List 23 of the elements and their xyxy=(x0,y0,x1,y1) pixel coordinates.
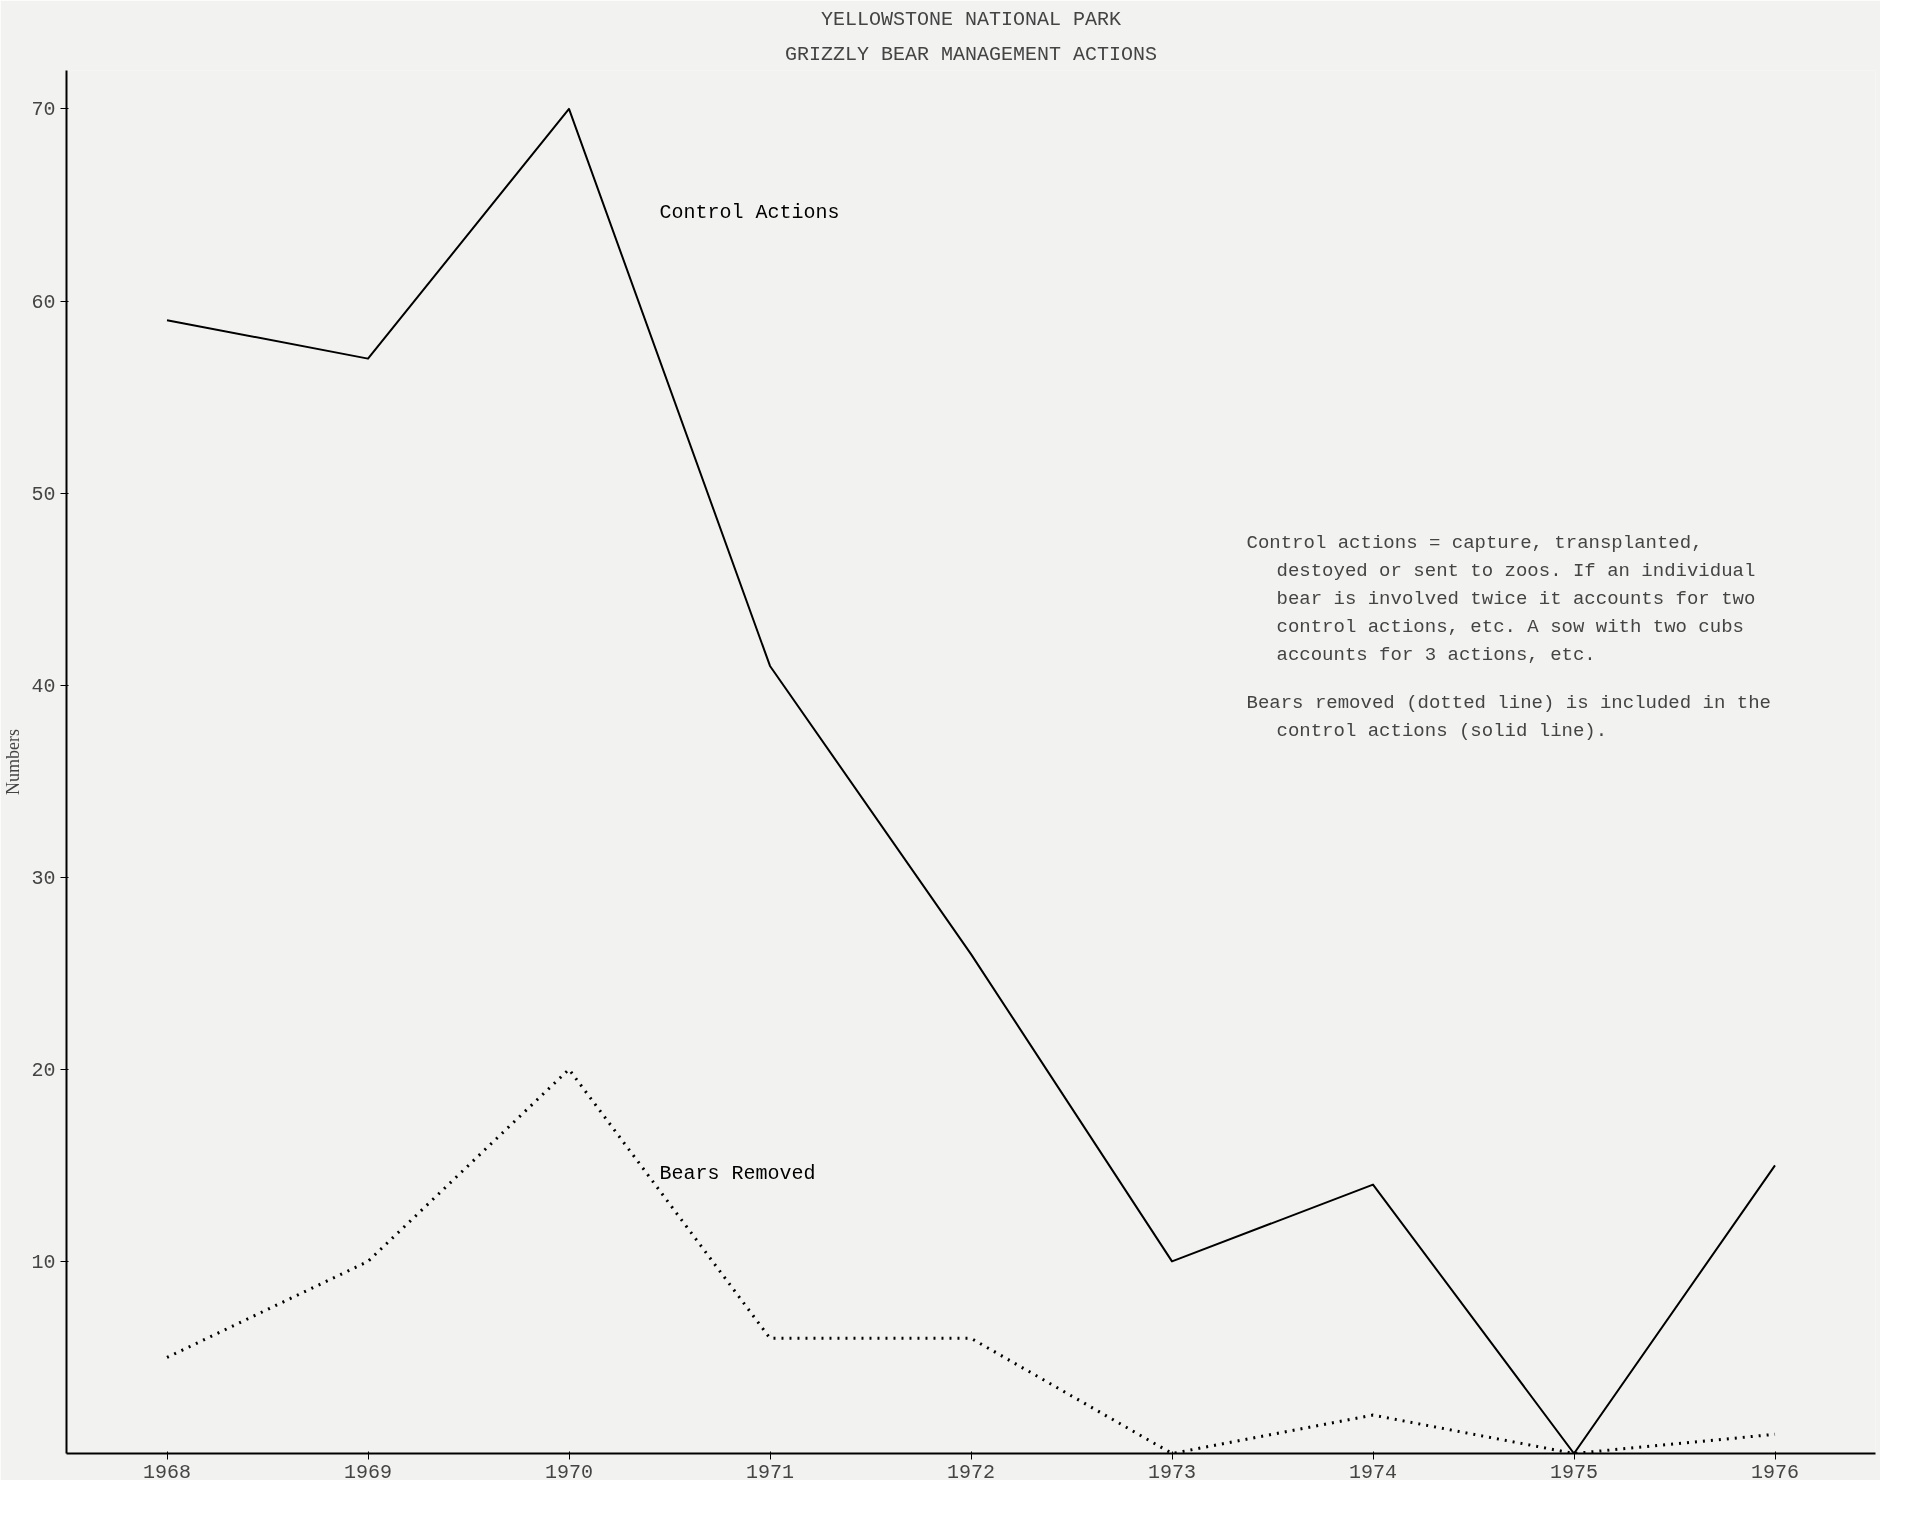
x-tick-label: 1969 xyxy=(344,1460,393,1484)
y-tick-label: 40 xyxy=(31,674,56,698)
chart-title: YELLOWSTONE NATIONAL PARK xyxy=(820,7,1122,31)
x-tick-label: 1976 xyxy=(1751,1460,1800,1484)
y-axis-title: Numbers xyxy=(3,728,24,795)
y-tick-label: 50 xyxy=(31,482,56,506)
chart-subtitle: GRIZZLY BEAR MANAGEMENT ACTIONS xyxy=(784,42,1158,66)
y-tick-label: 20 xyxy=(31,1058,56,1082)
annotation: Control actions = capture, transplanted, destoyed or sent to zoos. If an individual bear is involved twice it accounts for two control actions, etc. A sow with two cubs accounts for 3 actions, etc. xyxy=(1246,531,1756,666)
x-tick-label: 1970 xyxy=(545,1460,594,1484)
annotation: Bears removed (dotted line) is included in the control actions (solid line). xyxy=(1246,691,1771,742)
y-tick-label: 30 xyxy=(31,866,56,890)
x-tick-label: 1972 xyxy=(947,1460,996,1484)
x-tick-label: 1968 xyxy=(143,1460,192,1484)
text: Control Actions xyxy=(659,201,840,225)
y-tick-label: 60 xyxy=(31,290,56,314)
x-tick-label: 1973 xyxy=(1148,1460,1197,1484)
series-label: Bears Removed xyxy=(659,1161,816,1185)
y-tick-label: 70 xyxy=(31,98,56,122)
x-tick-label: 1971 xyxy=(746,1460,795,1484)
x-tick-label: 1975 xyxy=(1550,1460,1599,1484)
y-tick-label: 10 xyxy=(31,1250,56,1274)
x-tick-label: 1974 xyxy=(1349,1460,1398,1484)
